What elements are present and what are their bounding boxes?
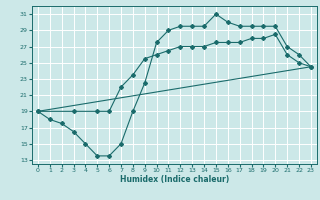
X-axis label: Humidex (Indice chaleur): Humidex (Indice chaleur) <box>120 175 229 184</box>
